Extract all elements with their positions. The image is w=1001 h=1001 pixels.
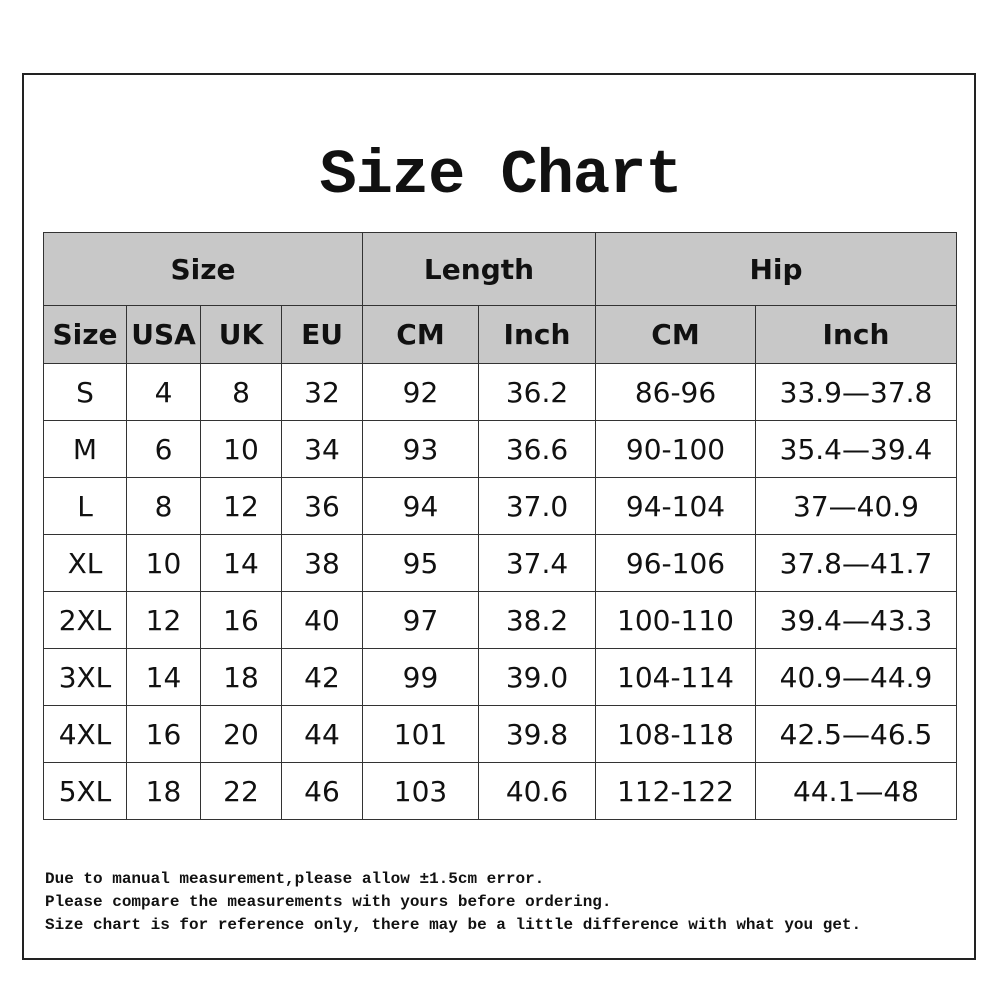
table-cell: 37.0 — [478, 477, 596, 535]
table-cell: 101 — [362, 705, 479, 763]
table-cell: 38 — [281, 534, 363, 592]
table-row: 3XL 14 18 42 99 39.0 104-114 40.9—44.9 — [43, 648, 957, 706]
table-cell: 10 — [200, 420, 282, 478]
table-cell: 18 — [200, 648, 282, 706]
table-cell: 93 — [362, 420, 479, 478]
table-cell: 42 — [281, 648, 363, 706]
table-cell: 3XL — [43, 648, 127, 706]
table-cell: 40 — [281, 591, 363, 649]
table-cell: 14 — [200, 534, 282, 592]
page-title: Size Chart — [319, 140, 682, 211]
group-header-length: Length — [362, 232, 596, 306]
table-cell: 20 — [200, 705, 282, 763]
table-row: L 8 12 36 94 37.0 94-104 37—40.9 — [43, 477, 957, 535]
table-row: XL 10 14 38 95 37.4 96-106 37.8—41.7 — [43, 534, 957, 592]
table-cell: 10 — [126, 534, 201, 592]
table-cell: 103 — [362, 762, 479, 820]
table-cell: L — [43, 477, 127, 535]
table-cell: M — [43, 420, 127, 478]
note-line: Due to manual measurement,please allow ±… — [45, 870, 545, 888]
table-row: S 4 8 32 92 36.2 86-96 33.9—37.8 — [43, 363, 957, 421]
sub-header-row: Size USA UK EU CM Inch CM Inch — [43, 305, 957, 364]
table-cell: 44 — [281, 705, 363, 763]
table-cell: 4 — [126, 363, 201, 421]
table-cell: 42.5—46.5 — [755, 705, 957, 763]
table-cell: 6 — [126, 420, 201, 478]
table-row: 4XL 16 20 44 101 39.8 108-118 42.5—46.5 — [43, 705, 957, 763]
table-cell: 36 — [281, 477, 363, 535]
note-line: Size chart is for reference only, there … — [45, 916, 862, 934]
table-cell: 97 — [362, 591, 479, 649]
table-cell: 35.4—39.4 — [755, 420, 957, 478]
table-cell: 38.2 — [478, 591, 596, 649]
table-cell: 40.6 — [478, 762, 596, 820]
table-cell: 104-114 — [595, 648, 756, 706]
table-row: 5XL 18 22 46 103 40.6 112-122 44.1—48 — [43, 762, 957, 820]
table-cell: 37—40.9 — [755, 477, 957, 535]
table-cell: 95 — [362, 534, 479, 592]
table-cell: 34 — [281, 420, 363, 478]
table-cell: 12 — [126, 591, 201, 649]
table-cell: 8 — [126, 477, 201, 535]
table-cell: 44.1—48 — [755, 762, 957, 820]
table-cell: 39.8 — [478, 705, 596, 763]
table-cell: S — [43, 363, 127, 421]
column-header: EU — [281, 305, 363, 364]
table-cell: 2XL — [43, 591, 127, 649]
table-cell: 36.6 — [478, 420, 596, 478]
table-cell: 94 — [362, 477, 479, 535]
table-cell: 39.0 — [478, 648, 596, 706]
note-line: Please compare the measurements with you… — [45, 893, 612, 911]
table-cell: 5XL — [43, 762, 127, 820]
column-header: Inch — [478, 305, 596, 364]
table-cell: XL — [43, 534, 127, 592]
table-cell: 16 — [126, 705, 201, 763]
table-cell: 40.9—44.9 — [755, 648, 957, 706]
table-cell: 112-122 — [595, 762, 756, 820]
table-cell: 37.4 — [478, 534, 596, 592]
table-cell: 32 — [281, 363, 363, 421]
table-cell: 86-96 — [595, 363, 756, 421]
table-cell: 36.2 — [478, 363, 596, 421]
column-header: Size — [43, 305, 127, 364]
table-row: M 6 10 34 93 36.6 90-100 35.4—39.4 — [43, 420, 957, 478]
table-cell: 22 — [200, 762, 282, 820]
table-cell: 39.4—43.3 — [755, 591, 957, 649]
table-cell: 16 — [200, 591, 282, 649]
table-cell: 37.8—41.7 — [755, 534, 957, 592]
chart-frame — [22, 73, 976, 960]
table-cell: 18 — [126, 762, 201, 820]
table-cell: 108-118 — [595, 705, 756, 763]
table-cell: 94-104 — [595, 477, 756, 535]
table-cell: 8 — [200, 363, 282, 421]
table-cell: 4XL — [43, 705, 127, 763]
table-cell: 92 — [362, 363, 479, 421]
group-header-row: Size Length Hip — [43, 232, 957, 306]
column-header: Inch — [755, 305, 957, 364]
table-cell: 100-110 — [595, 591, 756, 649]
size-table: Size Length Hip Size USA UK EU CM Inch CM Inch … — [43, 232, 957, 820]
table-cell: 33.9—37.8 — [755, 363, 957, 421]
table-cell: 14 — [126, 648, 201, 706]
column-header: USA — [126, 305, 201, 364]
column-header: CM — [595, 305, 756, 364]
column-header: UK — [200, 305, 282, 364]
table-cell: 96-106 — [595, 534, 756, 592]
notes: Due to manual measurement,please allow ±… — [45, 868, 861, 937]
table-cell: 99 — [362, 648, 479, 706]
table-cell: 46 — [281, 762, 363, 820]
group-header-hip: Hip — [595, 232, 957, 306]
table-row: 2XL 12 16 40 97 38.2 100-110 39.4—43.3 — [43, 591, 957, 649]
table-cell: 90-100 — [595, 420, 756, 478]
group-header-size: Size — [43, 232, 363, 306]
table-cell: 12 — [200, 477, 282, 535]
column-header: CM — [362, 305, 479, 364]
